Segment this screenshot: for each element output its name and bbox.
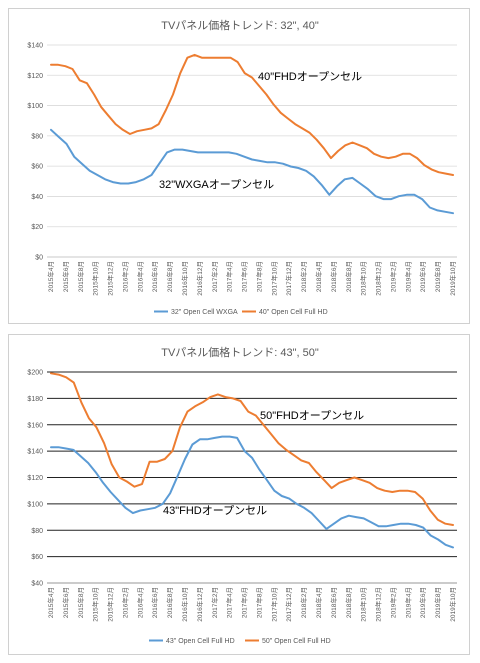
y-tick-label: $100 (27, 103, 43, 110)
x-tick-label: 2015年12月 (106, 587, 115, 622)
chart-title: TVパネル価格トレンド: 43", 50" (161, 345, 319, 359)
y-tick-label: $100 (27, 501, 43, 508)
x-tick-label: 2018年10月 (359, 261, 368, 296)
x-tick-label: 2018年12月 (374, 587, 383, 622)
series-annotation-0: 43"FHDオープンセル (163, 504, 267, 517)
x-tick-label: 2018年12月 (374, 261, 383, 296)
x-tick-label: 2019年4月 (403, 261, 412, 292)
legend-label-1: 40" Open Cell Full HD (259, 309, 328, 316)
x-tick-label: 2016年4月 (135, 587, 144, 618)
y-tick-label: $140 (27, 449, 43, 456)
y-tick-label: $60 (31, 554, 43, 561)
x-tick-label: 2017年10月 (269, 587, 278, 622)
x-tick-label: 2015年4月 (46, 587, 55, 618)
x-tick-label: 2019年2月 (388, 587, 397, 618)
chart-43-50: TVパネル価格トレンド: 43", 50" $40 $60 $80 $100 $120 $1… (27, 345, 457, 645)
chart-panel-32-40: TVパネル価格トレンド: 32", 40" $0 $20 $40 $60 $80 $100 $… (8, 8, 470, 324)
x-tick-label: 2017年6月 (240, 261, 249, 292)
x-tick-label: 2018年4月 (314, 261, 323, 292)
x-tick-label: 2018年10月 (359, 587, 368, 622)
x-tick-label: 2015年8月 (76, 587, 85, 618)
x-tick-label: 2016年6月 (150, 587, 159, 618)
x-tick-label: 2018年6月 (329, 587, 338, 618)
x-tick-label: 2018年4月 (314, 587, 323, 618)
x-tick-label: 2017年4月 (225, 261, 234, 292)
x-tick-label: 2018年2月 (299, 261, 308, 292)
x-tick-label: 2019年8月 (433, 587, 442, 618)
x-tick-label: 2019年2月 (388, 261, 397, 292)
y-tick-label: $120 (27, 475, 43, 482)
y-tick-label: $120 (27, 73, 43, 80)
series-line-0 (50, 435, 454, 549)
x-tick-label: 2016年8月 (165, 261, 174, 292)
series-line-0 (50, 128, 454, 215)
series-annotation-0: 32"WXGAオープンセル (159, 178, 274, 191)
chart-32-40: TVパネル価格トレンド: 32", 40" $0 $20 $40 $60 $80 $100 $… (27, 18, 457, 316)
x-tick-label: 2017年8月 (254, 261, 263, 292)
x-tick-label: 2019年10月 (448, 587, 457, 622)
x-tick-label: 2015年8月 (76, 261, 85, 292)
y-tick-label: $180 (27, 396, 43, 403)
x-tick-label: 2016年10月 (180, 261, 189, 296)
series-line-1 (50, 53, 454, 176)
x-tick-label: 2019年6月 (418, 261, 427, 292)
x-tick-label: 2016年10月 (180, 587, 189, 622)
x-tick-label: 2016年2月 (120, 261, 129, 292)
x-tick-label: 2019年10月 (448, 261, 457, 296)
y-tick-label: $80 (31, 528, 43, 535)
legend-label-0: 43" Open Cell Full HD (166, 638, 235, 645)
series-annotation-1: 40"FHDオープンセル (258, 70, 362, 83)
x-tick-label: 2015年4月 (46, 261, 55, 292)
x-tick-label: 2018年2月 (299, 587, 308, 618)
x-tick-label: 2017年6月 (240, 587, 249, 618)
x-tick-label: 2015年12月 (106, 261, 115, 296)
y-tick-label: $200 (27, 370, 43, 377)
y-tick-label: $140 (27, 43, 43, 50)
legend-label-0: 32" Open Cell WXGA (171, 309, 238, 316)
y-tick-label: $20 (31, 224, 43, 231)
x-tick-label: 2017年4月 (225, 587, 234, 618)
y-tick-label: $160 (27, 422, 43, 429)
x-tick-label: 2015年10月 (91, 587, 100, 622)
y-tick-label: $0 (35, 255, 43, 262)
x-tick-label: 2019年8月 (433, 261, 442, 292)
x-tick-label: 2017年8月 (254, 587, 263, 618)
x-tick-label: 2016年12月 (195, 261, 204, 296)
chart-title: TVパネル価格トレンド: 32", 40" (161, 18, 319, 32)
y-tick-label: $80 (31, 133, 43, 140)
x-tick-label: 2018年6月 (329, 261, 338, 292)
series-line-1 (50, 372, 454, 526)
legend-label-1: 50" Open Cell Full HD (262, 638, 331, 645)
x-tick-label: 2019年4月 (403, 587, 412, 618)
x-tick-label: 2017年10月 (269, 261, 278, 296)
x-tick-label: 2018年8月 (344, 261, 353, 292)
x-tick-label: 2016年6月 (150, 261, 159, 292)
x-tick-label: 2015年6月 (61, 261, 70, 292)
y-tick-label: $40 (31, 581, 43, 588)
x-tick-label: 2017年2月 (210, 587, 219, 618)
x-tick-label: 2016年8月 (165, 587, 174, 618)
y-tick-label: $40 (31, 194, 43, 201)
x-tick-label: 2015年10月 (91, 261, 100, 296)
x-tick-label: 2016年4月 (135, 261, 144, 292)
y-tick-label: $60 (31, 164, 43, 171)
x-tick-label: 2019年6月 (418, 587, 427, 618)
x-tick-label: 2016年12月 (195, 587, 204, 622)
chart-panel-43-50: TVパネル価格トレンド: 43", 50" $40 $60 $80 $100 $120 $1… (8, 334, 470, 655)
x-tick-label: 2017年12月 (284, 261, 293, 296)
x-tick-label: 2015年6月 (61, 587, 70, 618)
x-tick-label: 2017年12月 (284, 587, 293, 622)
x-tick-label: 2018年8月 (344, 587, 353, 618)
series-annotation-1: 50"FHDオープンセル (260, 409, 364, 422)
x-tick-label: 2016年2月 (120, 587, 129, 618)
x-tick-label: 2017年2月 (210, 261, 219, 292)
